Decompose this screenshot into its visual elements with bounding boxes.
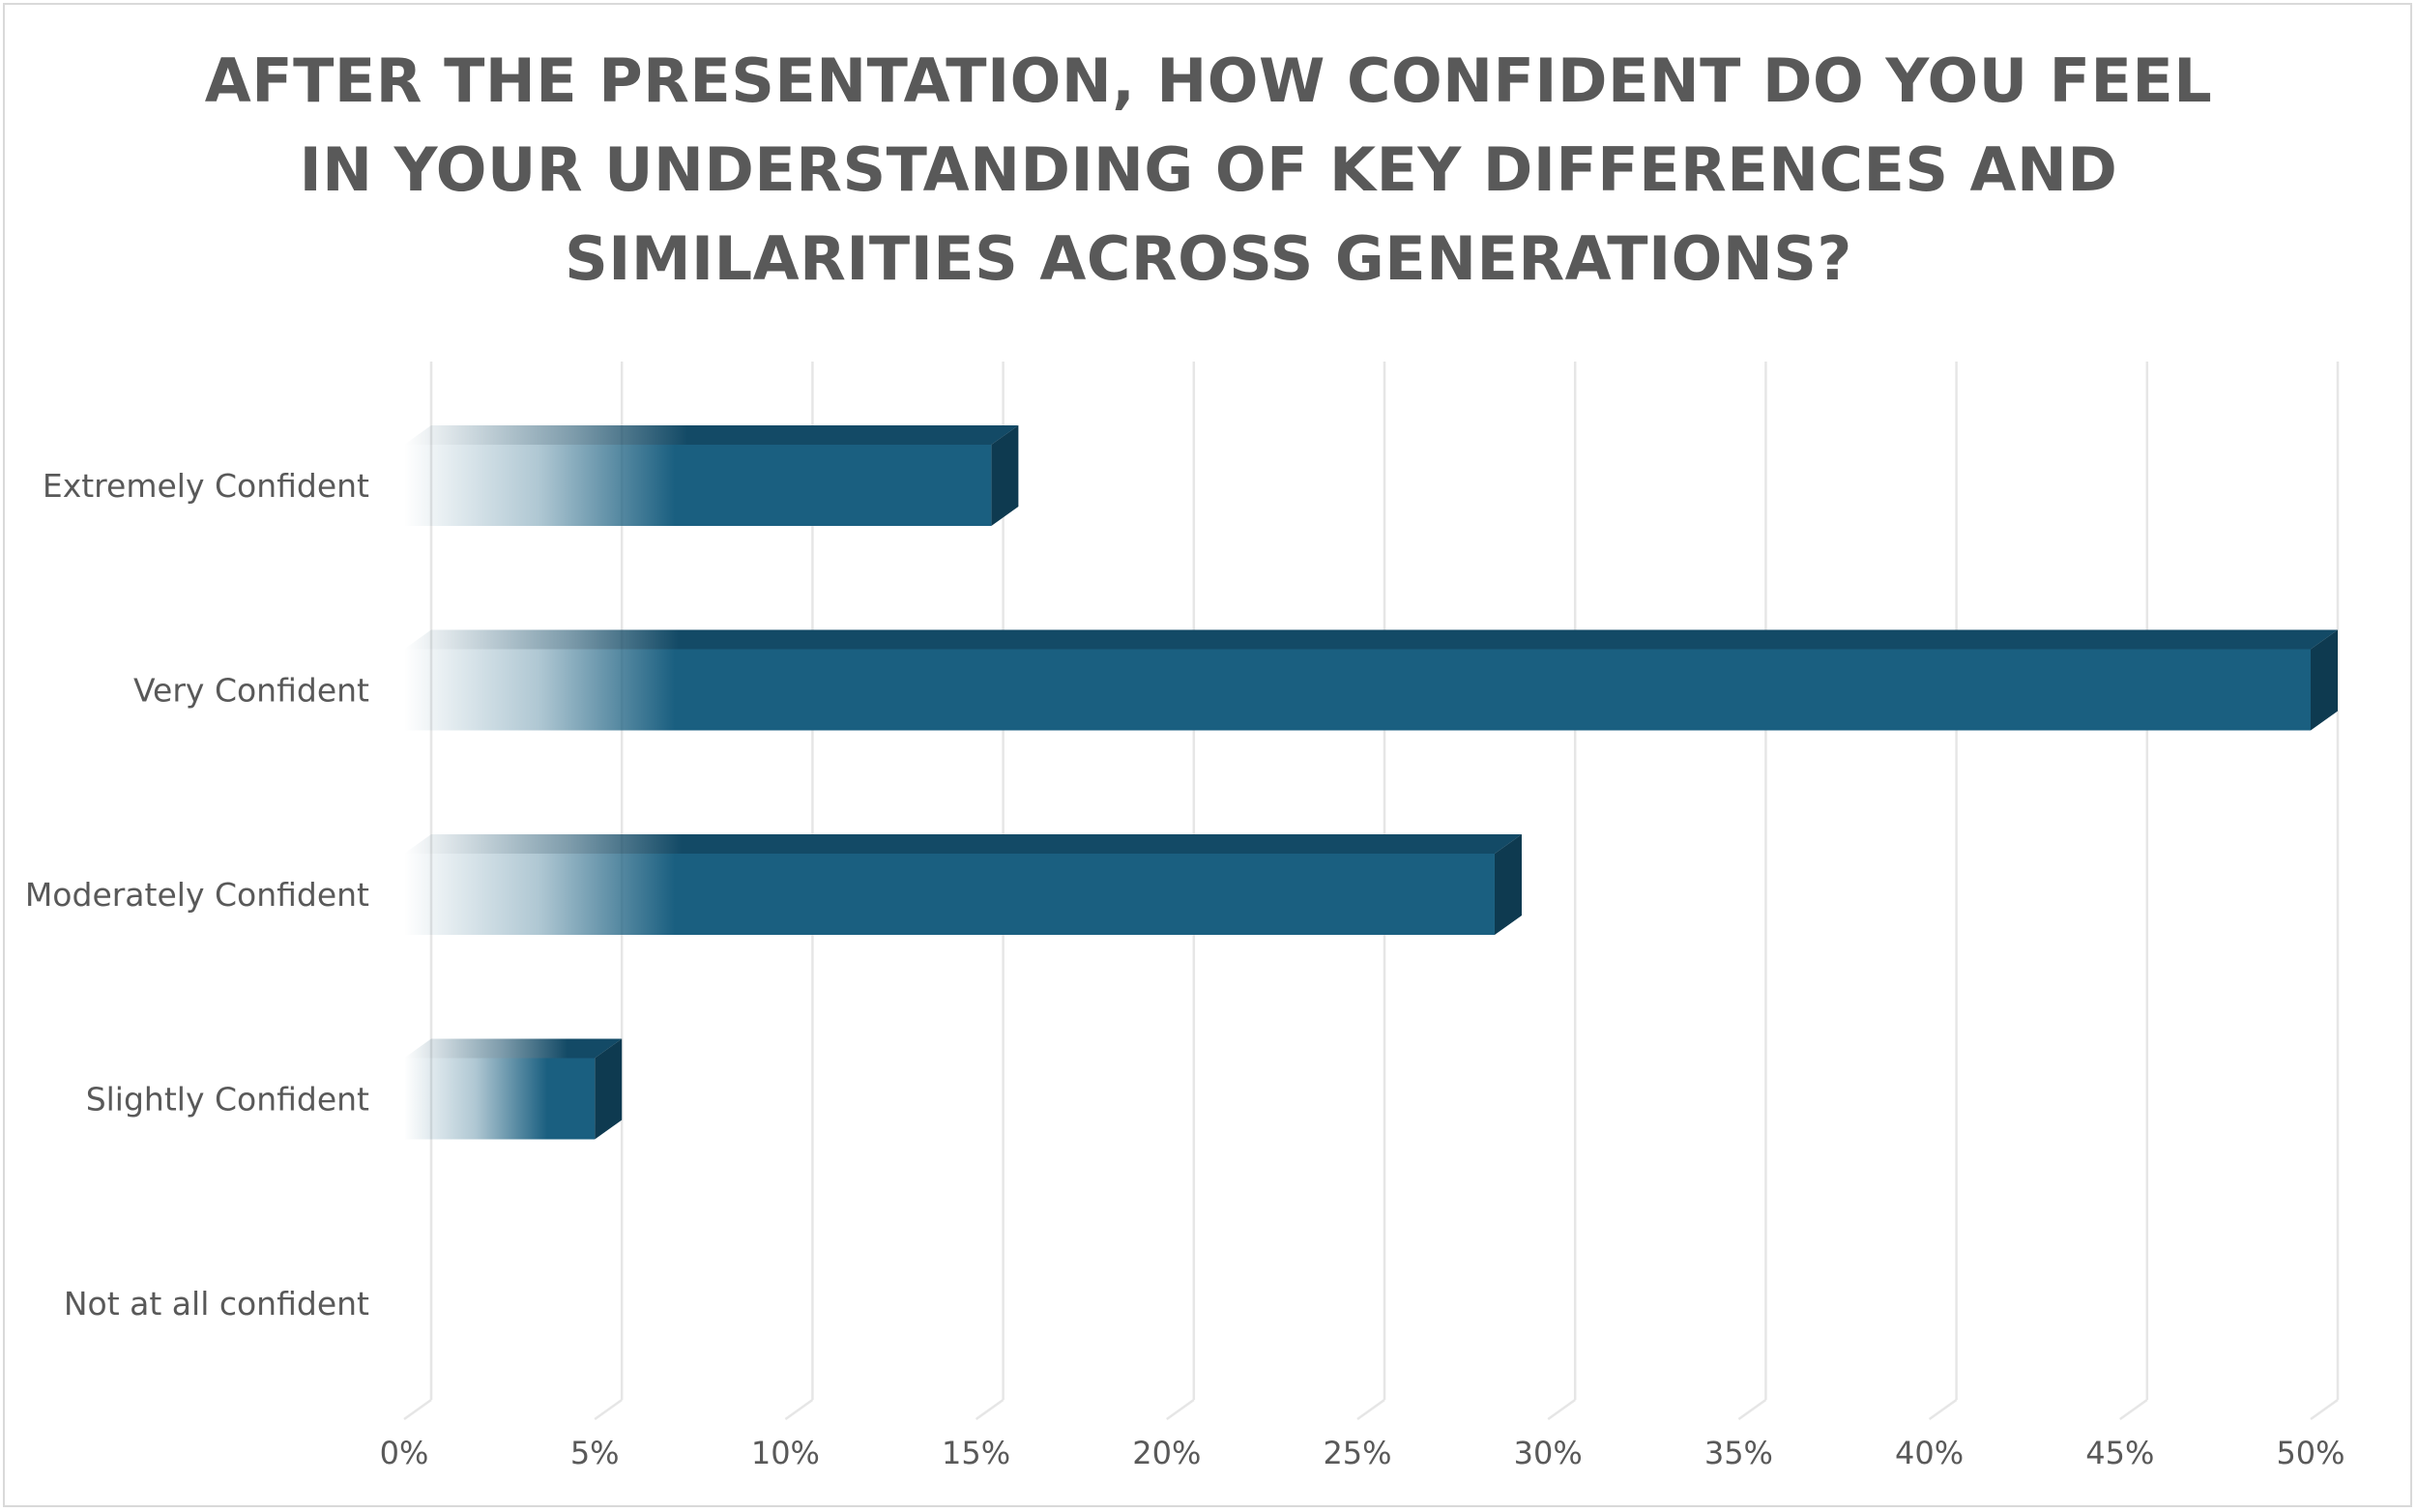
gridline-floor [784, 1398, 814, 1421]
gridline-floor [975, 1398, 1005, 1421]
x-axis-tick-labels: 0% 5% 10% 15% 20% 25% 30% 35% 40% 45% 50% [380, 1435, 2345, 1471]
x-tick-label: 5% [570, 1435, 620, 1471]
bar-front-face [404, 445, 992, 526]
bar-side-face [991, 425, 1019, 526]
chart-title-line-2: IN YOUR UNDERSTANDING OF KEY DIFFERENCES… [299, 134, 2118, 205]
gridline-floor [1737, 1398, 1767, 1421]
category-label: Extremely Confident [43, 467, 369, 505]
bar-extremely-confident [404, 425, 1019, 526]
bar-very-confident [404, 629, 2338, 731]
bar-side-face [2311, 629, 2338, 731]
x-tick-label: 10% [751, 1435, 820, 1471]
bar-front-face [404, 1058, 596, 1140]
category-labels: Extremely Confident Very Confident Moderat… [25, 467, 369, 1323]
category-label: Very Confident [133, 672, 369, 710]
bar-top-face [404, 629, 2338, 650]
x-tick-label: 50% [2276, 1435, 2344, 1471]
gridline-floor [594, 1398, 623, 1421]
chart-frame [3, 3, 2412, 1507]
chart-title: AFTER THE PRESENTATION, HOW CONFIDENT DO… [0, 37, 2417, 304]
category-label: Not at all confident [64, 1285, 369, 1323]
gridline-floor [403, 1398, 432, 1421]
bar-side-face [595, 1038, 623, 1140]
gridline-floor [1166, 1398, 1195, 1421]
gridline-floor [1928, 1398, 1958, 1421]
x-tick-label: 0% [380, 1435, 429, 1471]
x-tick-label: 25% [1323, 1435, 1391, 1471]
bar-front-face [404, 649, 2311, 731]
bar-top-face [404, 1038, 623, 1059]
bar-slightly-confident [404, 1038, 623, 1140]
category-label: Slightly Confident [86, 1081, 369, 1119]
bar-moderately-confident [404, 834, 1522, 935]
x-tick-label: 35% [1704, 1435, 1773, 1471]
gridline-floor [1356, 1398, 1385, 1421]
gridline-floor [1547, 1398, 1576, 1421]
bar-front-face [404, 854, 1495, 935]
bars [404, 425, 2338, 1140]
gridline-floor [2310, 1398, 2339, 1421]
x-tick-label: 40% [1895, 1435, 1964, 1471]
x-tick-label: 30% [1514, 1435, 1583, 1471]
x-tick-label: 15% [942, 1435, 1010, 1471]
bar-top-face [404, 425, 1019, 445]
x-tick-label: 20% [1132, 1435, 1201, 1471]
chart-title-line-3: SIMILARITIES ACROSS GENERATIONS? [565, 223, 1852, 294]
category-label: Moderately Confident [25, 876, 369, 914]
chart-title-line-1: AFTER THE PRESENTATION, HOW CONFIDENT DO… [204, 45, 2213, 116]
bar-side-face [1494, 834, 1522, 935]
gridline-floor [2119, 1398, 2148, 1421]
bar-top-face [404, 834, 1522, 854]
x-tick-label: 45% [2085, 1435, 2154, 1471]
